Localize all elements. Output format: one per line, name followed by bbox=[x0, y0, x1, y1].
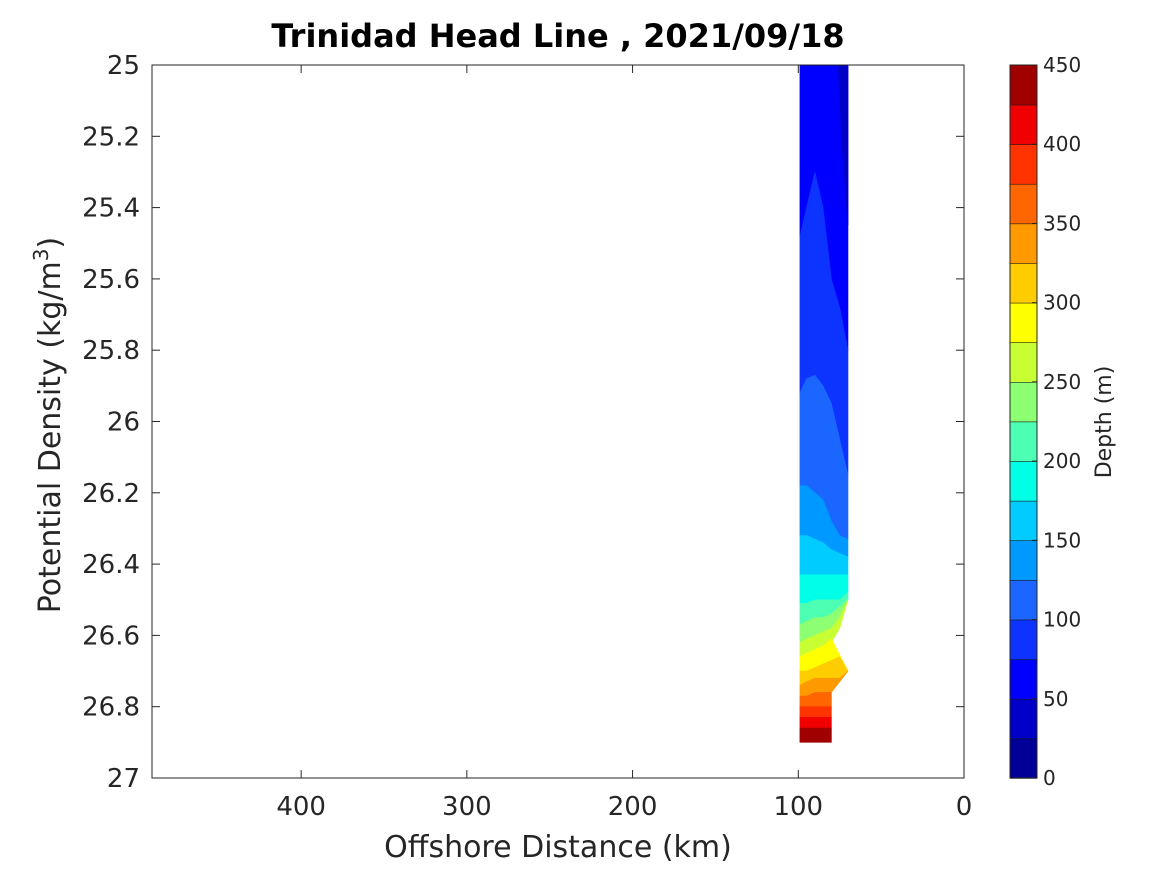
colorbar-swatch bbox=[1009, 64, 1038, 106]
colorbar-swatch bbox=[1009, 104, 1038, 145]
colorbar-swatch bbox=[1009, 262, 1038, 304]
x-tick-label: 400 bbox=[276, 792, 326, 822]
y-tick-label: 25 bbox=[107, 51, 140, 81]
colorbar-swatch bbox=[1009, 579, 1038, 621]
colorbar-swatch bbox=[1009, 381, 1038, 423]
x-tick-label: 200 bbox=[608, 792, 658, 822]
y-tick-label: 26 bbox=[107, 408, 140, 438]
y-axis-label-main: Potential Density (kg/m bbox=[33, 261, 68, 613]
colorbar-tick-label: 0 bbox=[1043, 766, 1056, 790]
colorbar-tick-label: 450 bbox=[1043, 53, 1081, 77]
contour-band-15 bbox=[799, 717, 832, 729]
colorbar-swatch bbox=[1009, 540, 1038, 581]
y-axis-label-superscript: 3 bbox=[29, 248, 53, 261]
y-tick-label: 25.8 bbox=[82, 336, 140, 366]
x-tick-label: 0 bbox=[956, 792, 973, 822]
y-tick-label: 26.2 bbox=[82, 479, 140, 509]
contour-band-16 bbox=[799, 727, 832, 743]
colorbar-swatch bbox=[1009, 460, 1038, 502]
colorbar-swatch bbox=[1009, 619, 1038, 660]
colorbar-tick-label: 150 bbox=[1043, 528, 1081, 552]
colorbar-swatch bbox=[1009, 302, 1038, 343]
x-tick-label: 300 bbox=[442, 792, 492, 822]
colorbar-swatch bbox=[1009, 421, 1038, 462]
colorbar-tick-label: 300 bbox=[1043, 291, 1081, 315]
colorbar: 0 50 100 150 200 250 300 350 400 450 Depth (m) bbox=[1009, 53, 1117, 790]
colorbar-swatch bbox=[1009, 738, 1038, 779]
x-tick-label: 100 bbox=[773, 792, 823, 822]
contour-band-14 bbox=[799, 706, 832, 718]
y-tick-label: 25.6 bbox=[82, 265, 140, 295]
colorbar-swatch bbox=[1009, 223, 1038, 264]
colorbar-swatch bbox=[1009, 500, 1038, 542]
y-tick-label: 25.2 bbox=[82, 122, 140, 152]
colorbar-tick-label: 400 bbox=[1043, 132, 1081, 156]
colorbar-swatch bbox=[1009, 698, 1038, 740]
colorbar-swatch bbox=[1009, 341, 1038, 383]
colorbar-tick-label: 350 bbox=[1043, 211, 1081, 235]
y-tick-label: 25.4 bbox=[82, 194, 140, 224]
colorbar-tick-label: 50 bbox=[1043, 687, 1068, 711]
colorbar-swatch bbox=[1009, 658, 1038, 700]
colorbar-swatch bbox=[1009, 143, 1038, 185]
plot-area: 400 300 200 100 0 25 25.2 25.4 25.6 25.8 26 26.2 26… bbox=[82, 51, 972, 822]
colorbar-frame bbox=[1009, 64, 1038, 779]
y-axis-label: Potential Density (kg/m3) bbox=[29, 237, 68, 613]
chart-title: Trinidad Head Line , 2021/09/18 bbox=[271, 17, 844, 55]
y-tick-label: 26.4 bbox=[82, 550, 140, 580]
y-tick-label: 26.6 bbox=[82, 621, 140, 651]
y-tick-label: 26.8 bbox=[82, 693, 140, 723]
colorbar-label: Depth (m) bbox=[1092, 366, 1117, 479]
colorbar-swatch bbox=[1009, 183, 1038, 225]
colorbar-tick-label: 250 bbox=[1043, 370, 1081, 394]
y-tick-label: 27 bbox=[107, 764, 140, 794]
y-axis-label-close: ) bbox=[33, 237, 68, 249]
colorbar-tick-label: 100 bbox=[1043, 608, 1081, 632]
colorbar-tick-label: 200 bbox=[1043, 449, 1081, 473]
x-axis-label: Offshore Distance (km) bbox=[384, 830, 732, 865]
